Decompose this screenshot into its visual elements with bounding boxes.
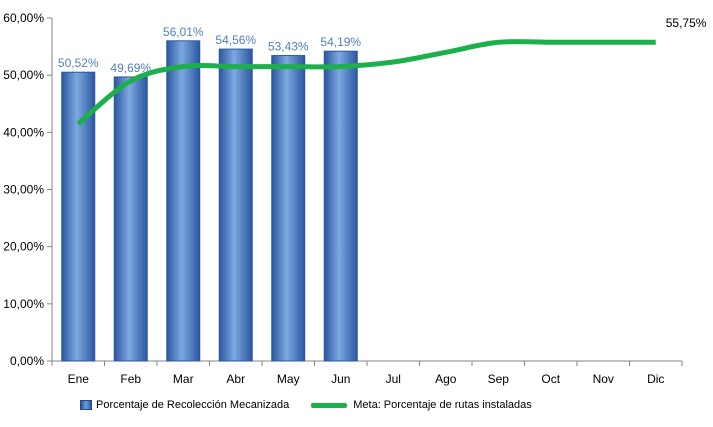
bar-data-label: 56,01% bbox=[163, 25, 204, 39]
legend-label-bars: Porcentaje de Recolección Mecanizada bbox=[96, 399, 290, 411]
bar bbox=[113, 76, 148, 362]
bar-data-label: 54,19% bbox=[320, 35, 361, 49]
bar-series bbox=[61, 40, 358, 362]
y-tick-label: 50,00% bbox=[3, 68, 44, 82]
x-tick-label: May bbox=[277, 372, 300, 386]
x-axis: Ene Feb Mar Abr May Jun Jul Ago Sep Oct Nov Dic bbox=[51, 360, 683, 386]
y-axis: 0,00% 10,00% 20,00% 30,00% 40,00% 50,00% 60,00… bbox=[3, 11, 53, 368]
bar bbox=[166, 40, 201, 362]
x-tick-label: Abr bbox=[226, 372, 245, 386]
bar-data-label: 54,56% bbox=[215, 33, 256, 47]
x-tick-label: Ago bbox=[435, 372, 457, 386]
line-series bbox=[76, 39, 656, 126]
x-tick-label: Feb bbox=[120, 372, 141, 386]
legend-swatch-line bbox=[311, 402, 348, 408]
bar-data-label: 49,69% bbox=[110, 61, 151, 75]
x-tick-label: Sep bbox=[488, 372, 510, 386]
y-tick-label: 60,00% bbox=[3, 11, 44, 25]
x-tick-label: Jul bbox=[386, 372, 401, 386]
x-tick-label: Oct bbox=[541, 372, 560, 386]
bar-data-label: 53,43% bbox=[268, 40, 309, 54]
bar bbox=[218, 48, 253, 362]
x-tick-label: Nov bbox=[593, 372, 614, 386]
y-tick-label: 20,00% bbox=[3, 240, 44, 254]
y-tick-label: 40,00% bbox=[3, 125, 44, 139]
x-tick-label: Dic bbox=[647, 372, 664, 386]
legend: Porcentaje de Recolección Mecanizada Met… bbox=[80, 396, 554, 414]
bar bbox=[271, 55, 306, 362]
legend-swatch-bars bbox=[80, 400, 92, 410]
x-tick-label: Jun bbox=[331, 372, 350, 386]
x-tick-label: Mar bbox=[173, 372, 194, 386]
meta-line bbox=[76, 39, 656, 126]
legend-label-line: Meta: Porcentaje de rutas instaladas bbox=[353, 399, 532, 411]
data-labels: 50,52% 49,69% 56,01% 54,56% 53,43% 54,19% 55,7… bbox=[58, 16, 707, 75]
y-tick-label: 30,00% bbox=[3, 183, 44, 197]
bar bbox=[323, 50, 358, 362]
y-tick-label: 0,00% bbox=[10, 354, 44, 368]
line-end-label: 55,75% bbox=[666, 16, 707, 30]
bar-data-label: 50,52% bbox=[58, 56, 99, 70]
x-tick-label: Ene bbox=[68, 372, 90, 386]
legend-item-bars: Porcentaje de Recolección Mecanizada bbox=[80, 399, 289, 411]
bar bbox=[61, 71, 96, 362]
legend-item-line: Meta: Porcentaje de rutas instaladas bbox=[311, 399, 532, 411]
y-tick-label: 10,00% bbox=[3, 297, 44, 311]
